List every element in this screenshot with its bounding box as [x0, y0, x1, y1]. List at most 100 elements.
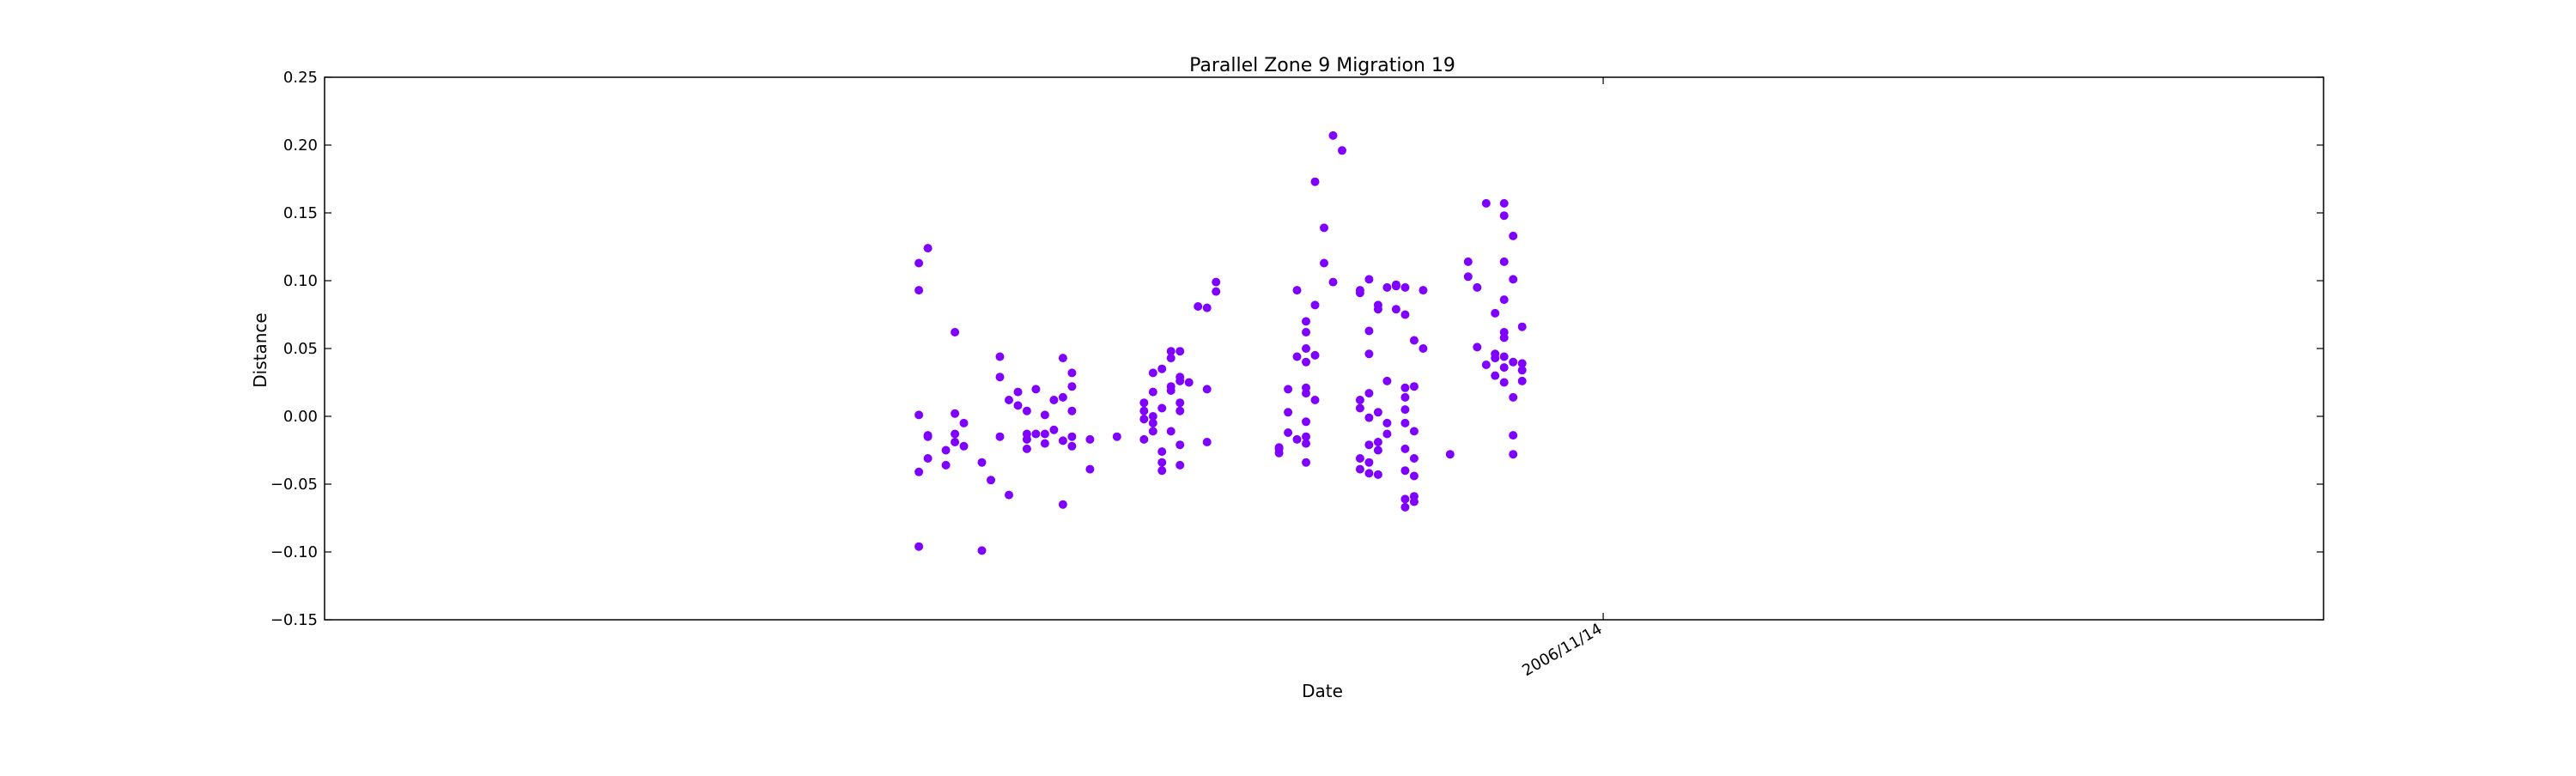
- data-point: [923, 454, 933, 463]
- data-point: [1022, 434, 1031, 444]
- data-point: [1445, 450, 1455, 459]
- data-point: [1499, 198, 1509, 208]
- data-point: [1284, 385, 1293, 394]
- data-point: [1355, 464, 1364, 474]
- data-point: [1148, 412, 1157, 421]
- data-point: [1355, 403, 1364, 413]
- data-point: [1310, 300, 1320, 310]
- data-point: [1400, 405, 1410, 415]
- data-point: [1067, 432, 1077, 441]
- data-point: [951, 438, 960, 446]
- data-point: [1166, 347, 1176, 356]
- data-point: [1400, 502, 1410, 512]
- data-point: [1509, 392, 1518, 402]
- data-point: [1499, 295, 1509, 305]
- data-point: [1194, 302, 1203, 311]
- data-point: [1499, 211, 1509, 221]
- y-tick-label: −0.15: [270, 611, 318, 629]
- data-point: [923, 244, 933, 253]
- data-point: [1302, 417, 1310, 427]
- y-axis: −0.15 −0.10 −0.05 0.00 0.05 0.10 0.15 0.20 0.25: [270, 69, 2324, 629]
- data-point: [1085, 464, 1095, 474]
- data-point: [995, 352, 1005, 361]
- data-point: [1157, 458, 1167, 467]
- data-point: [1176, 406, 1185, 415]
- data-point: [1517, 366, 1527, 375]
- data-point: [1031, 385, 1041, 394]
- data-point: [1202, 438, 1212, 446]
- data-point: [1400, 418, 1410, 427]
- data-point: [1400, 282, 1410, 292]
- data-point: [1364, 275, 1374, 284]
- data-point: [1400, 444, 1410, 453]
- data-point: [1049, 425, 1059, 434]
- data-point: [1031, 429, 1041, 439]
- data-point: [1355, 454, 1364, 463]
- data-point: [1302, 439, 1310, 448]
- data-point: [1328, 277, 1338, 287]
- data-point: [1176, 460, 1185, 470]
- data-point: [1040, 429, 1049, 439]
- data-point: [1284, 408, 1293, 417]
- data-point: [1005, 490, 1013, 500]
- data-point: [1058, 436, 1067, 446]
- data-point: [1517, 376, 1527, 385]
- data-point: [1058, 500, 1067, 509]
- data-point: [1310, 350, 1320, 360]
- data-point: [1499, 378, 1509, 387]
- data-point: [987, 476, 995, 485]
- y-tick-label: −0.05: [270, 476, 318, 494]
- data-point: [1481, 198, 1491, 208]
- data-point: [1049, 396, 1059, 404]
- data-point: [1176, 347, 1185, 356]
- data-point: [1400, 494, 1410, 504]
- y-axis-label: Distance: [250, 312, 270, 387]
- data-point: [1139, 398, 1149, 408]
- data-point: [995, 432, 1005, 441]
- data-point: [1364, 469, 1374, 478]
- data-point: [1292, 352, 1302, 361]
- data-point: [1355, 396, 1364, 404]
- data-point: [951, 328, 960, 336]
- data-point: [1373, 470, 1382, 479]
- data-point: [914, 410, 924, 420]
- data-point: [1517, 359, 1527, 368]
- data-point: [1058, 392, 1067, 402]
- data-point: [1364, 389, 1374, 398]
- data-point: [1157, 447, 1167, 457]
- data-point: [951, 409, 960, 418]
- data-point: [1013, 387, 1023, 397]
- data-point: [1067, 406, 1077, 415]
- data-point: [1058, 354, 1067, 363]
- data-point: [1491, 371, 1500, 380]
- data-point: [1473, 282, 1482, 292]
- data-point: [1067, 441, 1077, 451]
- data-point: [1373, 438, 1382, 446]
- data-point: [1463, 257, 1473, 266]
- y-tick-label: 0.05: [283, 340, 318, 358]
- data-point: [1005, 396, 1013, 404]
- data-point: [1320, 258, 1328, 268]
- data-point: [951, 429, 960, 439]
- data-point: [1400, 310, 1410, 319]
- y-tick-label: 0.20: [283, 136, 318, 155]
- data-point: [941, 460, 951, 470]
- data-point: [1491, 354, 1500, 363]
- data-point: [1310, 396, 1320, 404]
- data-point: [1166, 354, 1176, 363]
- data-point: [1364, 349, 1374, 359]
- data-point: [1022, 444, 1031, 453]
- y-tick-label: 0.15: [283, 204, 318, 222]
- data-point: [1202, 385, 1212, 394]
- data-point: [1067, 382, 1077, 391]
- data-point: [1373, 446, 1382, 455]
- chart-title: Parallel Zone 9 Migration 19: [1189, 55, 1455, 76]
- data-point: [1509, 231, 1518, 240]
- data-point: [1013, 401, 1023, 410]
- data-point: [1302, 432, 1310, 441]
- data-point: [1139, 434, 1149, 444]
- data-point: [1212, 277, 1221, 287]
- data-point: [1364, 413, 1374, 422]
- data-point: [1310, 177, 1320, 186]
